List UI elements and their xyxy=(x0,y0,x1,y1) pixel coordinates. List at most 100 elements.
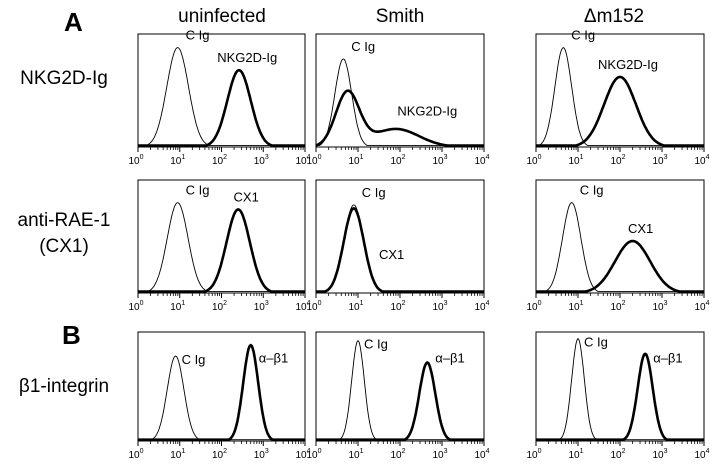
series-label: CX1 xyxy=(379,247,404,262)
tick-label: 101 xyxy=(568,300,583,313)
histogram-panel-r1-c0: 100 101 102 103 104 C Ig CX1 xyxy=(128,179,311,313)
tick-label: 101 xyxy=(348,448,363,461)
histogram-panel-r0-c0: 100 101 102 103 104 C Ig NKG2D-Ig xyxy=(128,28,310,167)
plot-frame xyxy=(137,179,306,294)
tick-label: 104 xyxy=(295,448,310,461)
tick-label: 104 xyxy=(295,154,310,167)
tick-label: 103 xyxy=(254,300,269,313)
column-header-uninfected: uninfected xyxy=(178,6,266,27)
tick-label: 102 xyxy=(390,448,405,461)
tick-label: 104 xyxy=(694,300,709,313)
series-label: NKG2D-Ig xyxy=(598,57,658,72)
histogram-panel-r1-c1: 100 101 102 103 104 C Ig CX1 xyxy=(306,179,490,313)
histogram-panel-r2-c1: 100 101 102 103 104 C Ig α–β1 xyxy=(306,331,490,461)
histogram-curve-stained xyxy=(315,361,485,441)
tick-label: 100 xyxy=(526,300,541,313)
histogram-curve-control xyxy=(138,355,305,441)
tick-label: 101 xyxy=(170,448,185,461)
histogram-curve-control xyxy=(138,202,305,293)
histogram-curve-stained xyxy=(315,207,485,293)
tick-label: 104 xyxy=(295,300,310,313)
tick-label: 102 xyxy=(610,448,625,461)
tick-label: 100 xyxy=(128,448,143,461)
series-label: CX1 xyxy=(234,189,259,204)
tick-label: 104 xyxy=(474,300,489,313)
tick-label: 102 xyxy=(212,300,227,313)
series-label: α–β1 xyxy=(653,351,682,366)
row-label-0-line-0: NKG2D-Ig xyxy=(20,68,108,89)
row-label-1-line-0: anti-RAE-1 xyxy=(18,210,111,231)
series-label: C Ig xyxy=(351,39,375,54)
series-label: NKG2D-Ig xyxy=(217,50,277,65)
plot-frame xyxy=(315,179,485,294)
series-label: CX1 xyxy=(628,221,653,236)
tick-label: 100 xyxy=(306,300,321,313)
histogram-panel-r0-c1: 100 101 102 103 104 C Ig NKG2D-Ig xyxy=(306,33,490,167)
row-labels: NKG2D-Ig anti-RAE-1 (CX1) β1-integrin xyxy=(18,68,111,397)
histogram-panel-r2-c2: 100 101 102 103 104 C Ig α–β1 xyxy=(526,331,710,461)
histogram-curve-stained xyxy=(535,75,705,147)
tick-label: 104 xyxy=(474,448,489,461)
series-label: α–β1 xyxy=(259,351,288,366)
tick-label: 103 xyxy=(432,448,447,461)
tick-label: 100 xyxy=(306,448,321,461)
tick-label: 102 xyxy=(610,154,625,167)
histogram-curve-stained xyxy=(535,352,705,441)
tick-label: 103 xyxy=(432,300,447,313)
histogram-curve-stained xyxy=(137,343,306,441)
series-label: C Ig xyxy=(186,183,210,198)
tick-label: 104 xyxy=(474,154,489,167)
series-label: C Ig xyxy=(182,352,206,367)
series-label: C Ig xyxy=(186,28,210,43)
tick-label: 101 xyxy=(348,300,363,313)
tick-label: 100 xyxy=(526,154,541,167)
tick-label: 104 xyxy=(694,154,709,167)
tick-label: 101 xyxy=(568,448,583,461)
plot-frame xyxy=(535,331,705,442)
tick-label: 102 xyxy=(390,154,405,167)
tick-label: 103 xyxy=(432,154,447,167)
tick-label: 100 xyxy=(128,154,143,167)
plot-frame xyxy=(315,331,485,442)
tick-label: 100 xyxy=(306,154,321,167)
panel-letter-a: A xyxy=(64,7,83,37)
tick-label: 103 xyxy=(652,300,667,313)
tick-label: 101 xyxy=(348,154,363,167)
series-label: α–β1 xyxy=(435,351,464,366)
plot-frame xyxy=(535,179,705,294)
histogram-panel-r1-c2: 100 101 102 103 104 C Ig CX1 xyxy=(526,179,710,313)
tick-label: 103 xyxy=(254,154,269,167)
row-label-2-line-0: β1-integrin xyxy=(19,376,109,397)
plot-frame xyxy=(137,331,306,442)
tick-label: 102 xyxy=(610,300,625,313)
tick-label: 100 xyxy=(526,448,541,461)
tick-label: 102 xyxy=(212,154,227,167)
column-header-smith: Smith xyxy=(376,6,425,27)
tick-label: 104 xyxy=(694,448,709,461)
histogram-curve-stained xyxy=(315,89,485,147)
histogram-curve-control xyxy=(316,58,484,147)
panel-letter-b: B xyxy=(62,320,81,350)
histogram-curve-stained xyxy=(535,239,705,293)
row-label-1-line-1: (CX1) xyxy=(39,236,89,257)
column-header-delta-m152: Δm152 xyxy=(584,6,644,27)
histogram-curve-stained xyxy=(137,208,306,293)
series-label: NKG2D-Ig xyxy=(397,103,457,118)
tick-label: 103 xyxy=(254,448,269,461)
tick-label: 102 xyxy=(212,448,227,461)
histogram-curve-stained xyxy=(137,68,306,147)
series-label: C Ig xyxy=(571,28,595,43)
histogram-panel-r2-c0: 100 101 102 103 104 C Ig α–β1 xyxy=(128,331,311,461)
tick-label: 102 xyxy=(390,300,405,313)
tick-label: 101 xyxy=(170,300,185,313)
series-label: C Ig xyxy=(364,337,388,352)
tick-label: 103 xyxy=(652,154,667,167)
series-label: C Ig xyxy=(584,335,608,350)
tick-label: 101 xyxy=(170,154,185,167)
tick-label: 103 xyxy=(652,448,667,461)
tick-label: 101 xyxy=(568,154,583,167)
series-label: C Ig xyxy=(362,185,386,200)
